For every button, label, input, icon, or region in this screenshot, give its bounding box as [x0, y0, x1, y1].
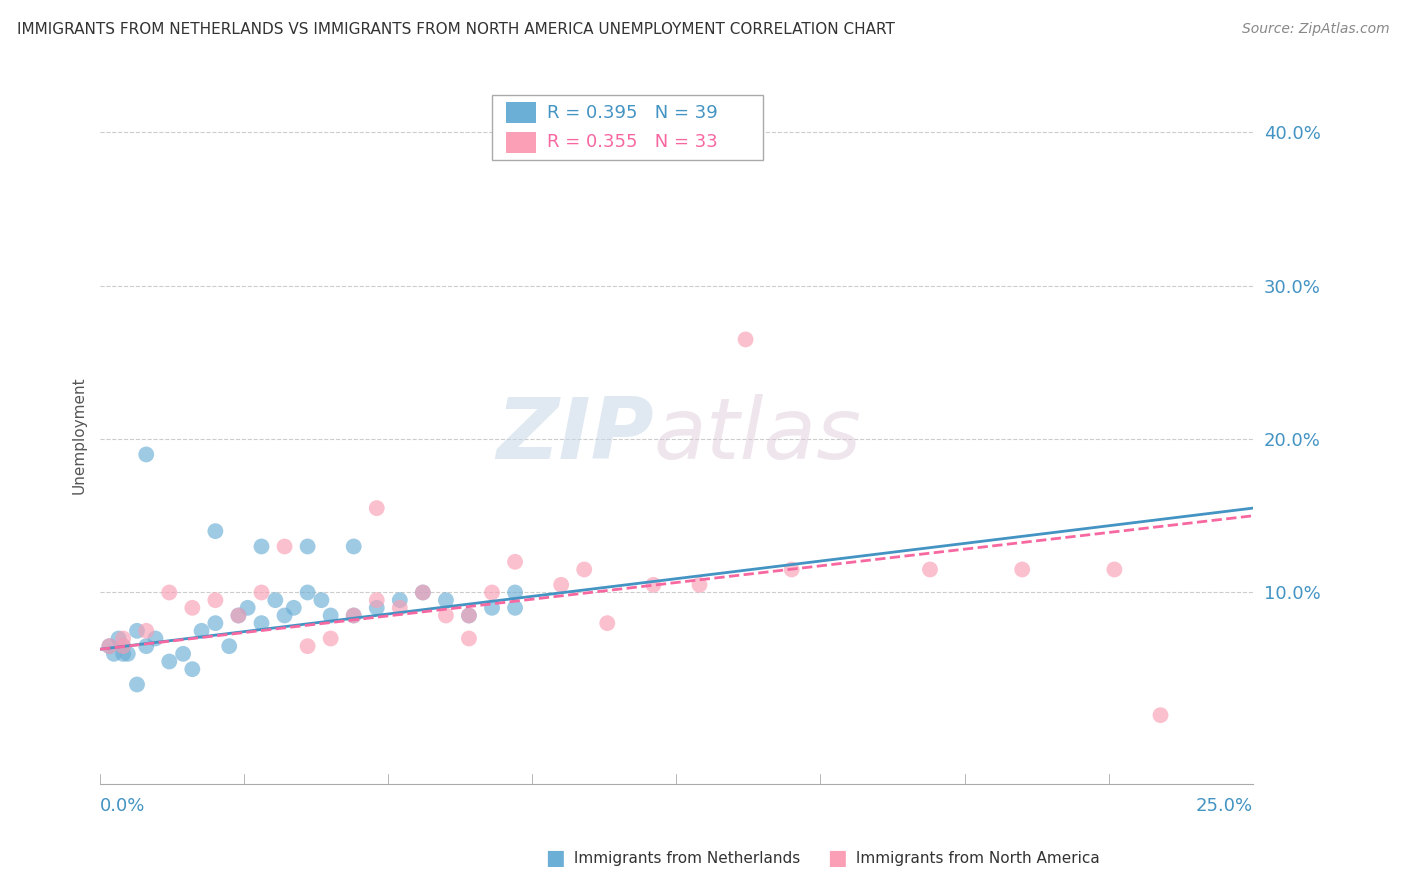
Point — [574, 562, 596, 576]
Point — [125, 677, 148, 691]
Point — [412, 585, 434, 599]
Text: Immigrants from North America: Immigrants from North America — [851, 851, 1099, 865]
Point — [297, 585, 319, 599]
Point — [412, 585, 434, 599]
FancyBboxPatch shape — [506, 103, 536, 123]
Y-axis label: Unemployment: Unemployment — [72, 376, 86, 494]
Point — [434, 593, 457, 607]
Point — [218, 639, 240, 653]
Point — [125, 624, 148, 638]
Point — [117, 647, 139, 661]
Text: ■: ■ — [546, 848, 565, 868]
Point — [311, 593, 333, 607]
Point — [388, 600, 411, 615]
Point — [1011, 562, 1033, 576]
Point — [228, 608, 250, 623]
Text: 0.0%: 0.0% — [100, 797, 145, 814]
Point — [458, 632, 481, 646]
Point — [1104, 562, 1126, 576]
Point — [366, 501, 388, 516]
Point — [112, 639, 135, 653]
Text: ZIP: ZIP — [496, 393, 654, 477]
Point — [503, 555, 526, 569]
Point — [918, 562, 941, 576]
Point — [319, 632, 342, 646]
Point — [596, 616, 619, 631]
Text: ■: ■ — [827, 848, 846, 868]
Point — [643, 578, 665, 592]
Point — [297, 540, 319, 554]
Point — [458, 608, 481, 623]
Point — [250, 585, 273, 599]
Point — [250, 616, 273, 631]
Point — [98, 639, 121, 653]
Point — [550, 578, 572, 592]
Point — [343, 608, 366, 623]
Text: Immigrants from Netherlands: Immigrants from Netherlands — [569, 851, 800, 865]
Text: R = 0.355   N = 33: R = 0.355 N = 33 — [547, 133, 718, 151]
Point — [112, 632, 135, 646]
Point — [103, 647, 125, 661]
Point — [366, 600, 388, 615]
Point — [503, 585, 526, 599]
Point — [503, 600, 526, 615]
Point — [181, 600, 204, 615]
Point — [250, 540, 273, 554]
Point — [135, 624, 157, 638]
Point — [107, 632, 129, 646]
Point — [264, 593, 287, 607]
Point — [434, 608, 457, 623]
Point — [135, 639, 157, 653]
Point — [172, 647, 194, 661]
Point — [481, 585, 503, 599]
Text: 25.0%: 25.0% — [1195, 797, 1253, 814]
Point — [112, 647, 135, 661]
Point — [343, 608, 366, 623]
FancyBboxPatch shape — [506, 132, 536, 153]
Point — [135, 447, 157, 461]
Point — [181, 662, 204, 676]
Point — [157, 585, 180, 599]
Point — [319, 608, 342, 623]
Point — [204, 616, 226, 631]
Point — [190, 624, 212, 638]
Point — [458, 608, 481, 623]
Text: Source: ZipAtlas.com: Source: ZipAtlas.com — [1241, 22, 1389, 37]
Point — [112, 639, 135, 653]
Point — [273, 608, 295, 623]
Point — [157, 655, 180, 669]
Point — [145, 632, 167, 646]
Point — [204, 524, 226, 538]
Point — [388, 593, 411, 607]
Text: atlas: atlas — [654, 393, 862, 477]
Point — [688, 578, 710, 592]
Point — [236, 600, 259, 615]
Point — [1149, 708, 1171, 723]
Text: IMMIGRANTS FROM NETHERLANDS VS IMMIGRANTS FROM NORTH AMERICA UNEMPLOYMENT CORREL: IMMIGRANTS FROM NETHERLANDS VS IMMIGRANT… — [17, 22, 894, 37]
Point — [366, 593, 388, 607]
Point — [228, 608, 250, 623]
FancyBboxPatch shape — [492, 95, 763, 160]
Point — [204, 593, 226, 607]
Point — [98, 639, 121, 653]
Point — [297, 639, 319, 653]
Point — [734, 333, 756, 347]
Point — [780, 562, 803, 576]
Point — [343, 540, 366, 554]
Point — [481, 600, 503, 615]
Point — [283, 600, 305, 615]
Text: R = 0.395   N = 39: R = 0.395 N = 39 — [547, 103, 718, 122]
Point — [273, 540, 295, 554]
